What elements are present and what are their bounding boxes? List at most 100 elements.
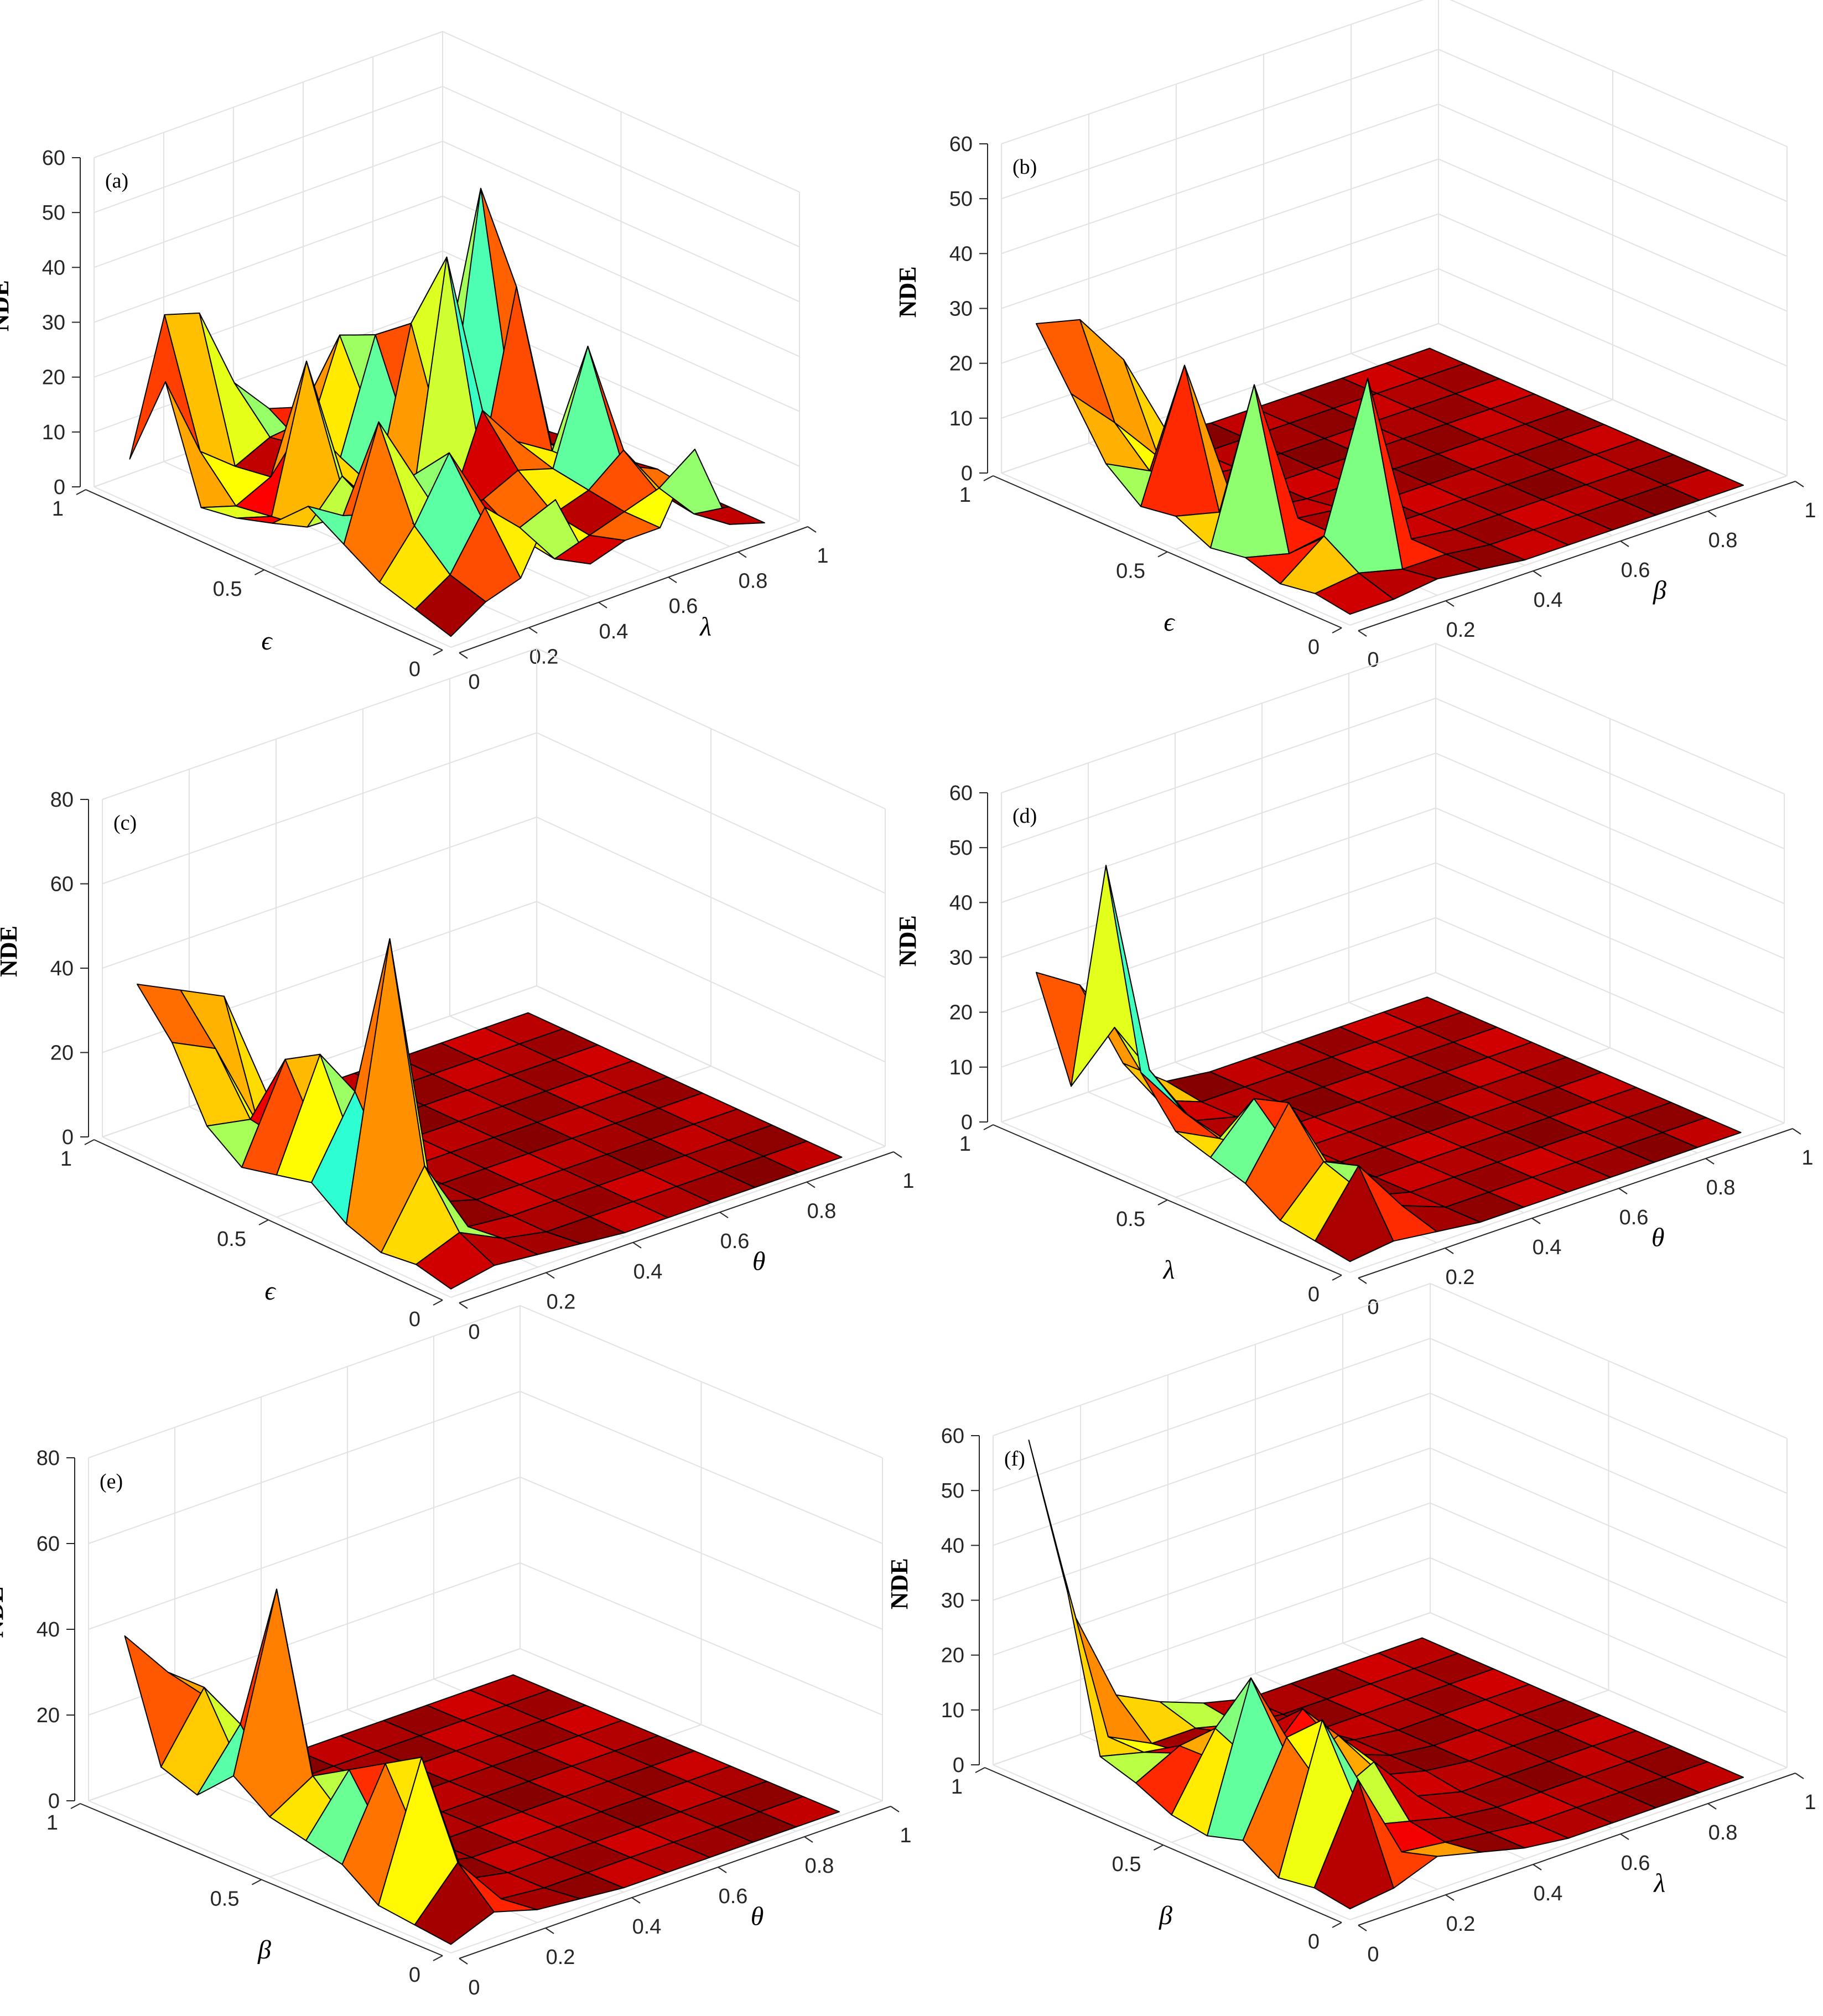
z-tick-label: 30 <box>941 1589 964 1613</box>
x-tick-label: 0.4 <box>632 1915 662 1939</box>
y-tick-mark <box>1154 1844 1164 1851</box>
surface-facet <box>1664 469 1744 501</box>
x-tick-mark <box>1705 1158 1715 1165</box>
z-tick-label: 40 <box>949 891 973 915</box>
z-tick-label: 30 <box>949 947 973 970</box>
y-tick-mark <box>433 1955 443 1961</box>
x-tick-mark <box>893 1151 902 1158</box>
y-tick-mark <box>1332 1922 1342 1928</box>
wall-grid-line <box>88 1476 883 1630</box>
x-tick-mark <box>1792 1128 1801 1135</box>
x-tick-label: 0 <box>468 671 480 694</box>
x-tick-label: 0.2 <box>1446 619 1476 642</box>
wall-grid-line <box>1001 0 1788 147</box>
panel-label: (f) <box>1004 1447 1025 1471</box>
y-tick-mark <box>70 1803 81 1809</box>
panel-label: (b) <box>1012 155 1037 179</box>
x-tick-label: 1 <box>1804 1791 1816 1814</box>
x-tick-mark <box>1533 570 1542 577</box>
wall-grid-line <box>88 1390 883 1544</box>
z-tick-label: 10 <box>949 1056 973 1079</box>
x-tick-label: 0.8 <box>807 1200 837 1223</box>
x-tick-label: 0 <box>468 1321 480 1344</box>
z-tick-label: 60 <box>37 1532 60 1556</box>
z-tick-label: 20 <box>949 352 973 376</box>
x-tick-label: 0.6 <box>1621 1852 1650 1875</box>
z-tick-label: 20 <box>50 1042 74 1065</box>
x-tick-mark <box>1620 1833 1629 1840</box>
x-tick-label: 0.8 <box>739 570 768 593</box>
x-axis-label: β <box>1653 576 1666 605</box>
x-tick-mark <box>890 1806 900 1812</box>
floor-grid-line <box>1349 1123 1785 1273</box>
z-tick-label: 80 <box>37 1447 60 1470</box>
y-tick-label: 0 <box>409 658 420 681</box>
wall-grid-line <box>993 1502 1788 1659</box>
surface <box>129 188 765 637</box>
surface <box>1028 1440 1744 1910</box>
surface-facet <box>1662 1116 1742 1149</box>
y-tick-label: 0.5 <box>213 578 242 601</box>
wall-grid-line <box>102 732 886 894</box>
y-tick-mark <box>76 489 86 495</box>
y-tick-mark <box>255 569 264 575</box>
x-tick-label: 0.6 <box>1619 1206 1649 1229</box>
y-tick-label: 0 <box>1308 1283 1320 1306</box>
x-tick-label: 0.2 <box>1446 1266 1475 1289</box>
y-tick-mark <box>433 650 443 656</box>
y-tick-label: 0.5 <box>1116 560 1145 583</box>
x-tick-label: 0.6 <box>720 1230 750 1253</box>
x-tick-label: 0.4 <box>1533 1236 1562 1259</box>
x-tick-label: 0.6 <box>669 595 698 618</box>
x-tick-mark <box>807 526 817 533</box>
x-tick-mark <box>1358 1925 1367 1931</box>
y-tick-mark <box>983 475 994 481</box>
y-tick-label: 1 <box>46 1811 58 1835</box>
x-tick-label: 1 <box>900 1824 911 1847</box>
x-tick-mark <box>668 576 677 584</box>
y-tick-mark <box>975 1767 985 1773</box>
y-tick-mark <box>1332 627 1342 633</box>
wall-grid-line <box>1001 213 1788 367</box>
y-tick-mark <box>84 1139 95 1145</box>
z-tick-label: 40 <box>949 242 973 266</box>
z-axis-label: NDE <box>0 926 22 977</box>
y-tick-label: 1 <box>959 1132 971 1156</box>
x-axis-label: θ <box>752 1247 766 1276</box>
z-tick-label: 40 <box>42 256 65 279</box>
panel-label: (d) <box>1012 804 1037 828</box>
y-tick-label: 1 <box>52 497 64 521</box>
floor-grid-line <box>450 521 800 648</box>
y-tick-label: 0.5 <box>1116 1208 1145 1231</box>
wall-grid-line <box>1001 158 1788 312</box>
x-tick-label: 1 <box>902 1170 914 1193</box>
y-axis-label: ϵ <box>261 626 273 656</box>
floor-grid-line <box>450 1146 886 1298</box>
y-axis-label: ϵ <box>1164 607 1175 637</box>
y-axis-label: β <box>257 1935 271 1965</box>
x-tick-mark <box>806 1181 816 1188</box>
x-tick-mark <box>598 601 607 609</box>
y-tick-label: 0.5 <box>1112 1853 1141 1876</box>
z-tick-label: 50 <box>949 188 973 211</box>
x-tick-label: 1 <box>1804 499 1816 522</box>
x-tick-mark <box>1358 630 1367 637</box>
x-tick-mark <box>632 1241 642 1249</box>
x-axis-line <box>1358 1128 1793 1279</box>
y-tick-label: 0 <box>1308 1930 1320 1953</box>
floor-grid-line <box>1349 475 1788 626</box>
x-tick-mark <box>1445 600 1455 607</box>
z-tick-label: 0 <box>62 1126 74 1149</box>
y-tick-mark <box>1157 551 1168 558</box>
z-tick-label: 0 <box>48 1790 60 1813</box>
z-axis-label: NDE <box>0 280 14 331</box>
x-tick-mark <box>1618 1188 1628 1194</box>
surface <box>1036 319 1744 615</box>
z-tick-label: 0 <box>961 1111 973 1134</box>
z-tick-label: 0 <box>953 1754 964 1777</box>
